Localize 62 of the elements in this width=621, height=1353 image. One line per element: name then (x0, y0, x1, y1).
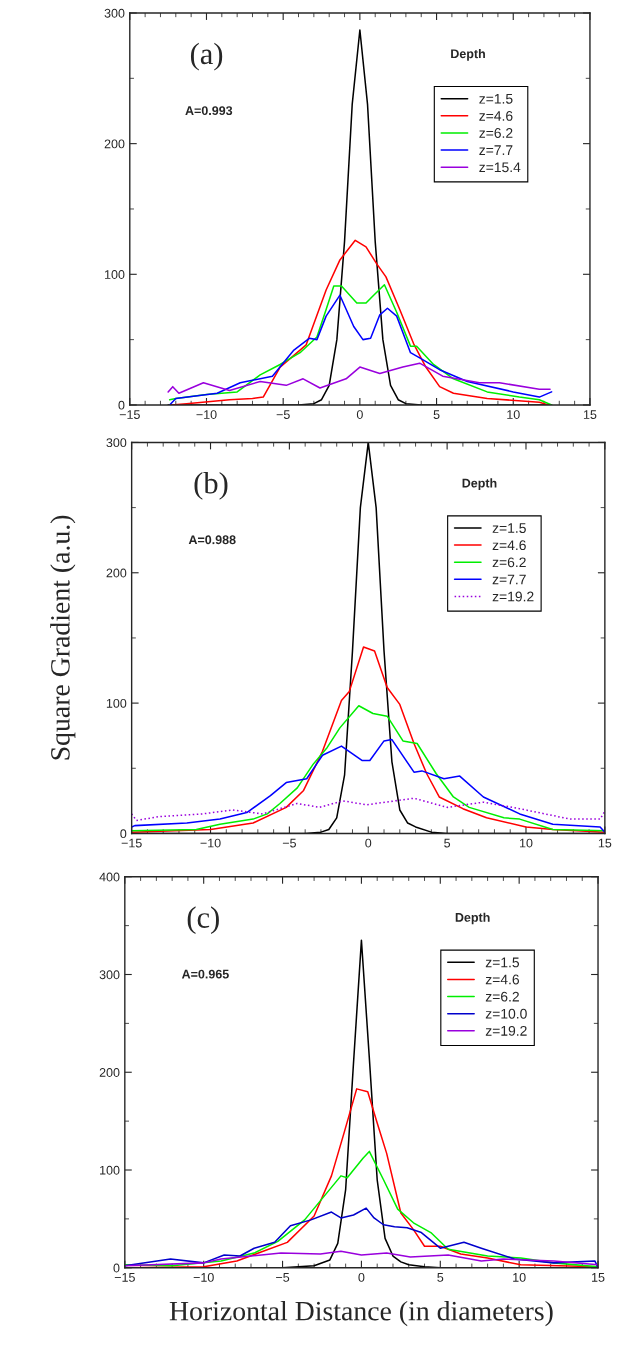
y-tick-label: 300 (106, 438, 127, 448)
annotation: A=0.965 (181, 969, 229, 979)
x-tick-label: −15 (114, 1273, 135, 1282)
x-tick-label: −10 (196, 410, 217, 419)
x-tick-label: 0 (356, 410, 363, 419)
legend-label: z=1.5 (492, 523, 526, 533)
y-tick-label: 100 (106, 698, 127, 708)
legend-label: z=19.2 (485, 1025, 527, 1036)
x-tick-label: 5 (444, 838, 451, 848)
legend-label: z=6.2 (492, 557, 526, 568)
x-tick-label: 15 (598, 838, 612, 848)
legend-label: z=10.0 (485, 1008, 527, 1019)
y-tick-label: 200 (99, 1068, 120, 1077)
annotation: (b) (194, 472, 228, 500)
x-tick-label: −5 (276, 1273, 290, 1282)
y-tick-label: 300 (104, 8, 125, 18)
legend-label: z=4.6 (479, 110, 513, 121)
legend-label: z=7.7 (479, 145, 513, 155)
x-tick-label: −15 (119, 410, 140, 419)
x-tick-label: 15 (583, 410, 597, 419)
x-tick-label: −10 (200, 838, 221, 848)
x-tick-label: 10 (507, 410, 520, 419)
legend-label: z=7.7 (492, 574, 526, 585)
y-tick-label: 400 (99, 872, 120, 882)
annotation: (c) (187, 906, 219, 935)
legend-label: z=4.6 (492, 540, 526, 551)
annotation: A=0.993 (185, 106, 233, 116)
y-tick-label: 200 (106, 568, 127, 578)
legend-label: z=6.2 (485, 991, 519, 1002)
y-tick-label: 200 (104, 139, 125, 149)
x-tick-label: 0 (358, 1272, 365, 1282)
legend-label: z=1.5 (485, 957, 520, 968)
legend-title: Depth (451, 49, 485, 61)
line-series (131, 797, 605, 822)
legend-title: Depth (455, 912, 490, 925)
x-tick-label: 10 (513, 1272, 526, 1282)
x-tick-label: 5 (437, 1273, 444, 1282)
annotation: (a) (190, 42, 223, 71)
legend-title: Depth (462, 478, 497, 490)
x-tick-label: 0 (365, 838, 372, 848)
legend-label: z=1.5 (479, 94, 513, 104)
x-tick-label: −5 (276, 410, 290, 419)
legend-label: z=6.2 (479, 128, 513, 138)
y-tick-label: 300 (99, 970, 120, 980)
y-tick-label: 100 (105, 270, 125, 279)
x-tick-label: 15 (592, 1273, 605, 1282)
legend-label: z=4.6 (485, 974, 520, 985)
legend-label: z=15.4 (479, 162, 521, 173)
x-axis-title: Horizontal Distance (in diameters) (169, 1300, 553, 1327)
y-tick-label: 0 (113, 1263, 120, 1273)
x-tick-label: −10 (193, 1272, 214, 1282)
x-tick-label: 5 (433, 410, 440, 419)
y-tick-label: 0 (120, 829, 127, 839)
y-tick-label: 0 (118, 400, 125, 410)
x-tick-label: 10 (519, 838, 533, 848)
legend-label: z=19.2 (492, 591, 534, 602)
line-series (167, 362, 551, 394)
x-tick-label: −5 (282, 838, 296, 848)
annotation: A=0.988 (188, 535, 236, 545)
y-axis-title: Square Gradient (a.u.) (50, 515, 76, 760)
y-tick-label: 100 (100, 1165, 120, 1175)
x-tick-label: −15 (121, 838, 142, 848)
